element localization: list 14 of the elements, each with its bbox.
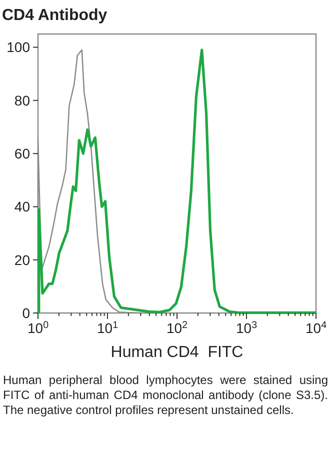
text: Human peripheral blood lymphocytes were stained using FITC of anti-human CD4 monoclonal antibody (clone S3.5). The negative control profiles represent unstained cells. [2,372,329,418]
y-tick-label: 100 [6,39,30,56]
x-tick-label: 10$^{4}$ [305,320,328,336]
x-tick-label: 10$^{2}$ [166,320,188,336]
y-tick-label: 60 [14,145,30,162]
chart-title: CD4 Antibody [2,7,108,24]
x-tick-label: 10$^{0}$ [27,320,50,336]
y-tick-label: 0 [22,304,30,321]
y-tick-label: 40 [14,198,30,215]
y-tick-label: 20 [14,252,30,268]
x-axis-title: Human CD4 FITC [110,344,244,361]
x-tick-label: 10$^{3}$ [236,320,258,336]
y-tick-label: 80 [14,92,30,108]
x-tick-label: 10$^{1}$ [96,320,118,336]
